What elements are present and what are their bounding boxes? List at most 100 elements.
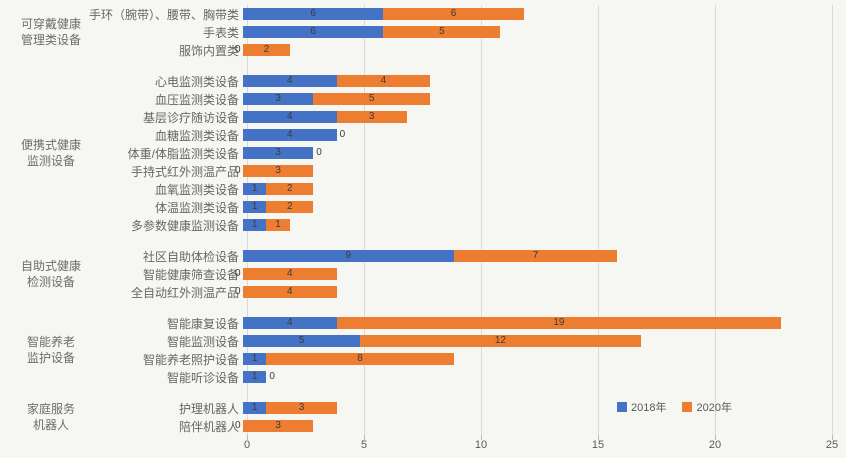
group-label: 智能养老 监护设备 (6, 334, 96, 366)
category-group-1: 便携式健康 监测设备 心电监测类设备 4 4 血压监测类设备 3 5 基层诊疗随访设备 4 3 血糖监… (0, 72, 846, 234)
gridline (481, 5, 482, 435)
bar-track: 5 12 (243, 335, 846, 347)
bar-segment-2018年: 4 (243, 129, 337, 141)
legend: 2018年 2020年 (617, 399, 732, 415)
bar-segment-2018年: 1 (243, 353, 267, 365)
group-label-line: 家庭服务 (26, 401, 75, 416)
group-label-line: 便携式健康 (20, 137, 81, 152)
category-group-4: 家庭服务 机器人 护理机器人 1 3 陪伴机器人 0 3 (0, 399, 846, 435)
group-label-line: 自助式健康 (20, 258, 81, 273)
bar-rows: 可穿戴健康 管理类设备 手环（腕带）、腰带、胸带类 6 6 手表类 6 5 服饰内置类 0 2 便携式… (0, 5, 846, 435)
category-label: 心电监测类设备 (154, 74, 239, 89)
bar-row: 智能监测设备 5 12 (0, 332, 846, 350)
legend-label-2018: 2018年 (631, 402, 667, 414)
bar-row: 体温监测类设备 1 2 (0, 198, 846, 216)
bar-row: 智能康复设备 4 19 (0, 314, 846, 332)
category-label: 手环（腕带）、腰带、胸带类 (88, 7, 239, 22)
bar-row: 护理机器人 1 3 (0, 399, 846, 417)
bar-segment-2020年: 12 (360, 335, 641, 347)
category-label: 护理机器人 (178, 401, 239, 416)
category-label: 基层诊疗随访设备 (142, 110, 239, 125)
bar-row: 服饰内置类 0 2 (0, 41, 846, 59)
category-label: 智能养老照护设备 (142, 352, 239, 367)
group-label-line: 检测设备 (26, 275, 75, 289)
bar-row: 智能养老照护设备 1 8 (0, 350, 846, 368)
zero-value-label: 0 (235, 420, 241, 431)
bar-row: 全自动红外测温产品 0 4 (0, 283, 846, 301)
bar-segment-2018年: 1 (243, 371, 267, 383)
bar-segment-2018年: 4 (243, 75, 337, 87)
axis-tick-mark (481, 435, 482, 440)
axis-tick-label: 20 (708, 439, 722, 451)
bar-row: 智能听诊设备 1 0 (0, 368, 846, 386)
bar-segment-2020年: 3 (243, 165, 314, 177)
bar-row: 社区自助体检设备 9 7 (0, 247, 846, 265)
bar-segment-2018年: 5 (243, 335, 360, 347)
axis-tick-mark (247, 435, 248, 440)
bar-row: 手持式红外测温产品 0 3 (0, 162, 846, 180)
category-group-2: 自助式健康 检测设备 社区自助体检设备 9 7 智能健康筛查设备 0 4 全自动红外测温产品 0 4 (0, 247, 846, 301)
gridline (715, 5, 716, 435)
axis-tick-label: 0 (243, 439, 251, 451)
bar-row: 血氧监测类设备 1 2 (0, 180, 846, 198)
bar-segment-2018年: 6 (243, 26, 384, 38)
axis-tick-mark (832, 435, 833, 440)
group-label-line: 机器人 (32, 418, 69, 432)
zero-value-label: 0 (235, 44, 241, 55)
bar-segment-2020年: 8 (266, 353, 454, 365)
bar-segment-2020年: 7 (453, 250, 618, 262)
bar-segment-2018年: 4 (243, 111, 337, 123)
bar-segment-2018年: 9 (243, 250, 454, 262)
zero-value-label: 0 (316, 147, 322, 158)
bar-segment-2018年: 1 (243, 201, 267, 213)
group-label-line: 管理类设备 (20, 33, 81, 47)
category-label: 血压监测类设备 (154, 92, 239, 107)
bar-segment-2020年: 3 (266, 402, 337, 414)
bar-segment-2020年: 4 (243, 268, 337, 280)
category-label: 手持式红外测温产品 (130, 164, 239, 179)
bar-segment-2018年: 1 (243, 402, 267, 414)
zero-value-label: 0 (235, 268, 241, 279)
legend-swatch-2020 (682, 402, 693, 412)
group-label: 便携式健康 监测设备 (6, 137, 96, 169)
bar-segment-2018年: 3 (243, 93, 314, 105)
category-label: 体重/体脂监测类设备 (127, 146, 239, 161)
bar-segment-2020年: 6 (383, 8, 524, 20)
gridline (598, 5, 599, 435)
gridline (364, 5, 365, 435)
category-group-3: 智能养老 监护设备 智能康复设备 4 19 智能监测设备 5 12 智能养老照护设备 1 8 智能听诊… (0, 314, 846, 386)
legend-item-2018: 2018年 (617, 399, 666, 415)
axis-tick-mark (715, 435, 716, 440)
bar-row: 体重/体脂监测类设备 3 0 (0, 144, 846, 162)
bar-segment-2020年: 2 (266, 183, 314, 195)
bar-segment-2020年: 4 (336, 75, 431, 87)
category-label: 智能监测设备 (166, 334, 239, 349)
bar-row: 手环（腕带）、腰带、胸带类 6 6 (0, 5, 846, 23)
legend-item-2020: 2020年 (682, 399, 732, 415)
bar-segment-2020年: 3 (243, 420, 314, 432)
group-label: 家庭服务 机器人 (6, 401, 96, 433)
group-label-line: 监测设备 (26, 154, 75, 168)
bar-segment-2018年: 1 (243, 183, 267, 195)
bar-segment-2018年: 4 (243, 317, 337, 329)
zero-value-label: 0 (235, 165, 241, 176)
bar-row: 智能健康筛查设备 0 4 (0, 265, 846, 283)
legend-label-2020: 2020年 (696, 402, 732, 414)
group-label: 自助式健康 检测设备 (6, 258, 96, 290)
bar-row: 心电监测类设备 4 4 (0, 72, 846, 90)
